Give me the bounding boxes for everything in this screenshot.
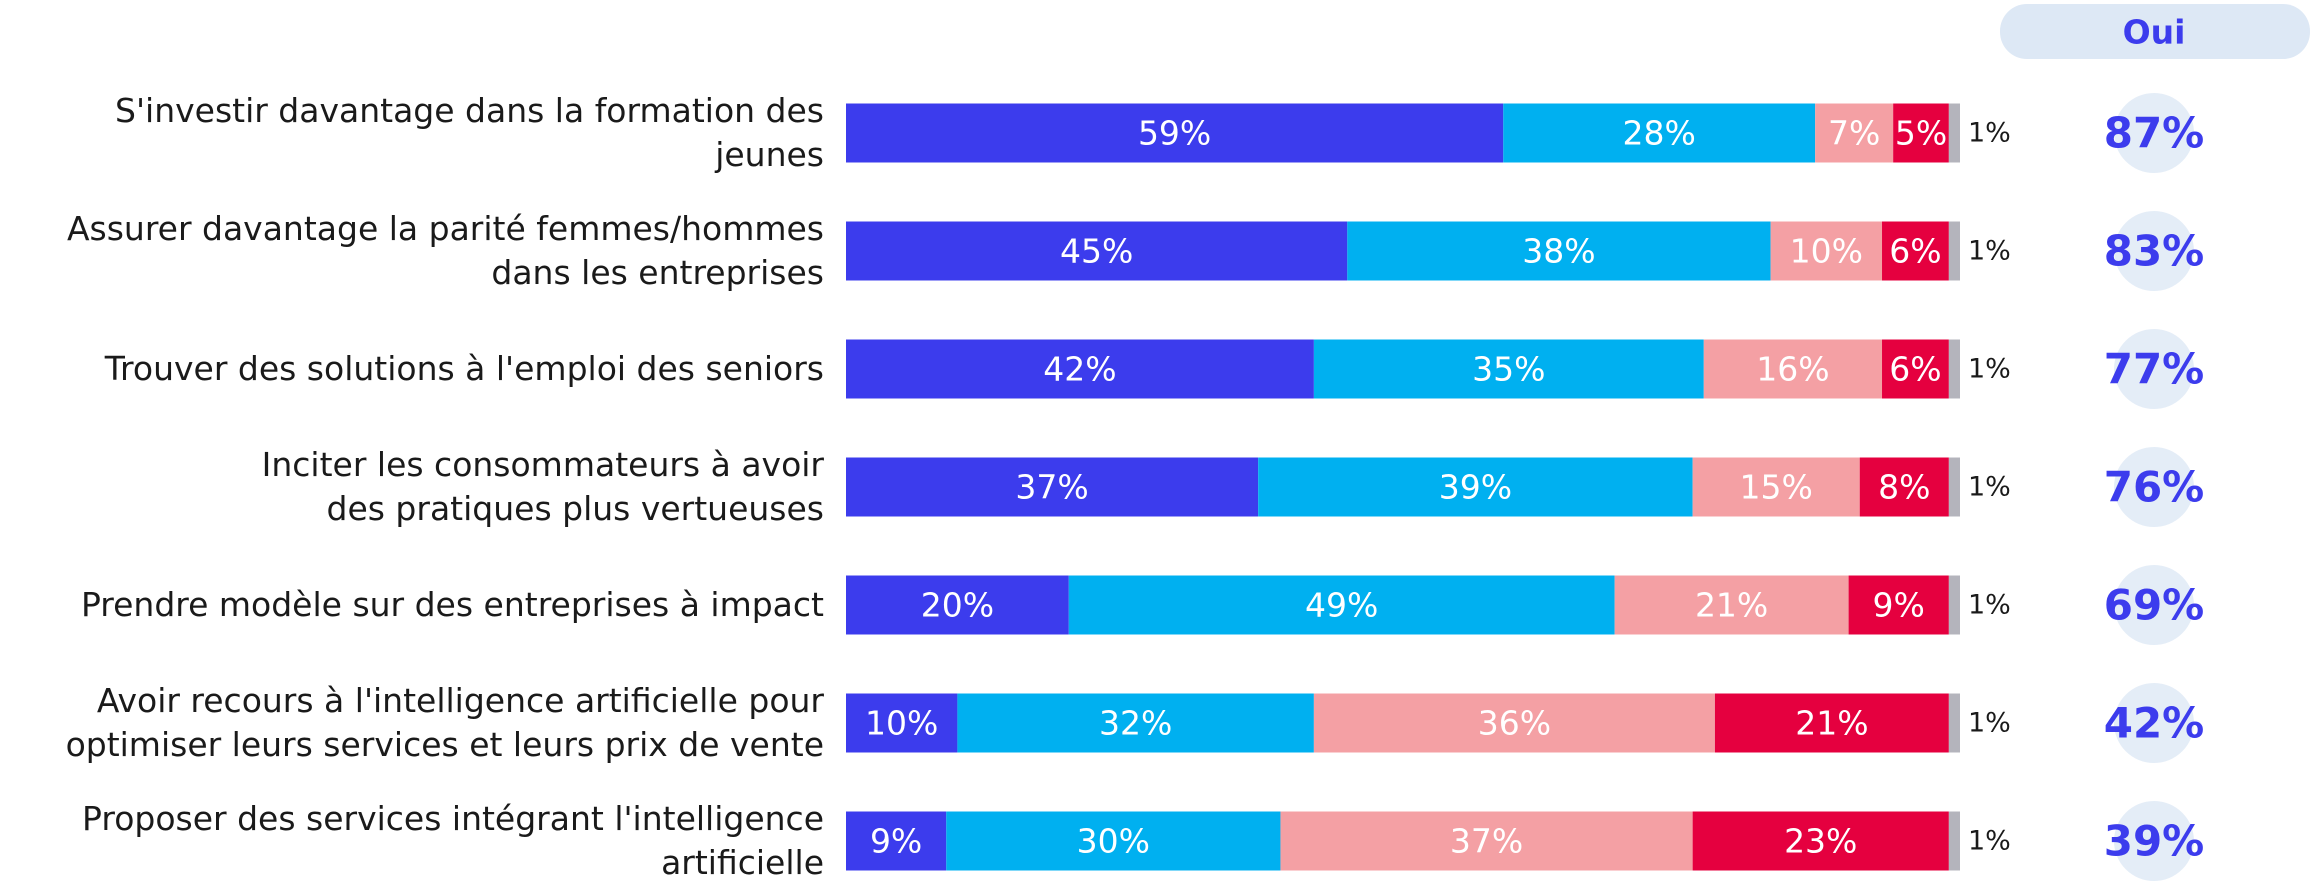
total-marker: [2114, 683, 2194, 763]
bar-segment: [1313, 339, 1704, 399]
bar-segment: [1614, 575, 1849, 635]
bar-segment: [1347, 221, 1771, 281]
total-marker: [2114, 447, 2194, 527]
data-label: 9%: [1873, 586, 1925, 625]
data-label: 20%: [921, 586, 994, 625]
bar-segment: [1948, 575, 1960, 635]
category-label: Trouver des solutions à l'emploi des sen…: [104, 349, 824, 388]
bar-segment: [846, 457, 1259, 517]
total-label: 39%: [2104, 817, 2205, 866]
data-label: 21%: [1695, 586, 1768, 625]
bar-segment: [1948, 103, 1960, 163]
bar-segment: [846, 339, 1314, 399]
header-pill: [2000, 4, 2310, 59]
total-marker: [2114, 801, 2194, 881]
total-marker: [2114, 565, 2194, 645]
bar-segment: [1258, 457, 1693, 517]
data-label: 10%: [865, 704, 938, 743]
category-label: Assurer davantage la parité femmes/homme…: [66, 209, 824, 292]
category-label: Inciter les consommateurs à avoir des pr…: [261, 445, 824, 528]
data-label: 6%: [1889, 350, 1941, 389]
bar-segment: [1848, 575, 1949, 635]
data-label: 45%: [1060, 232, 1133, 271]
bar-segment: [1703, 339, 1883, 399]
category-label: S'investir davantage dans la formation d…: [115, 91, 824, 174]
data-label: 38%: [1522, 232, 1595, 271]
total-label: 69%: [2104, 581, 2205, 630]
total-marker: [2114, 211, 2194, 291]
bar-segment: [1948, 457, 1960, 517]
data-label: 59%: [1138, 114, 1211, 153]
total-marker: [2114, 329, 2194, 409]
bar-segment: [1815, 103, 1894, 163]
bar-segment: [1948, 693, 1960, 753]
data-label: 1%: [1968, 590, 2011, 621]
totals-title: Oui: [2123, 13, 2186, 52]
bar-segment: [1692, 811, 1949, 871]
bar-segment: [1770, 221, 1883, 281]
bar-segment: [1068, 575, 1615, 635]
data-label: 10%: [1790, 232, 1863, 271]
data-label: 8%: [1878, 468, 1930, 507]
data-label: 1%: [1968, 826, 2011, 857]
bar-segment: [1882, 339, 1949, 399]
data-label: 49%: [1305, 586, 1378, 625]
bar-segment: [846, 221, 1348, 281]
data-label: 1%: [1968, 236, 2011, 267]
data-label: 5%: [1895, 114, 1947, 153]
total-marker: [2114, 93, 2194, 173]
data-label: 9%: [870, 822, 922, 861]
data-label: 28%: [1623, 114, 1696, 153]
data-label: 39%: [1439, 468, 1512, 507]
data-label: 16%: [1756, 350, 1829, 389]
data-label: 1%: [1968, 118, 2011, 149]
data-label: 32%: [1099, 704, 1172, 743]
bar-segment: [1714, 693, 1949, 753]
data-label: 37%: [1015, 468, 1088, 507]
bar-segment: [1280, 811, 1693, 871]
data-label: 23%: [1784, 822, 1857, 861]
bar-segment: [1948, 221, 1960, 281]
category-label: Prendre modèle sur des entreprises à imp…: [80, 585, 824, 624]
category-label: Proposer des services intégrant l'intell…: [82, 799, 824, 882]
data-label: 36%: [1478, 704, 1551, 743]
bar-segment: [1692, 457, 1860, 517]
bar-segment: [846, 575, 1069, 635]
bar-segment: [1882, 221, 1949, 281]
bar-segment: [946, 811, 1281, 871]
bar-segment: [1859, 457, 1949, 517]
category-label: Avoir recours à l'intelligence artificie…: [65, 681, 824, 764]
data-label: 21%: [1795, 704, 1868, 743]
bar-segment: [846, 693, 958, 753]
bar-segment: [1948, 339, 1960, 399]
data-label: 30%: [1077, 822, 1150, 861]
data-label: 1%: [1968, 354, 2011, 385]
bar-segment: [846, 103, 1504, 163]
data-label: 15%: [1740, 468, 1813, 507]
bar-segment: [1503, 103, 1816, 163]
total-label: 76%: [2104, 463, 2205, 512]
data-label: 35%: [1472, 350, 1545, 389]
total-label: 42%: [2104, 699, 2205, 748]
total-label: 83%: [2104, 227, 2205, 276]
data-label: 42%: [1043, 350, 1116, 389]
bar-segment: [1948, 811, 1960, 871]
data-label: 7%: [1828, 114, 1880, 153]
bar-segment: [1893, 103, 1949, 163]
bar-segment: [1313, 693, 1715, 753]
data-label: 1%: [1968, 472, 2011, 503]
data-label: 37%: [1450, 822, 1523, 861]
data-label: 6%: [1889, 232, 1941, 271]
data-label: 1%: [1968, 708, 2011, 739]
bar-segment: [846, 811, 947, 871]
total-label: 87%: [2104, 109, 2205, 158]
total-label: 77%: [2104, 345, 2205, 394]
bar-segment: [957, 693, 1314, 753]
